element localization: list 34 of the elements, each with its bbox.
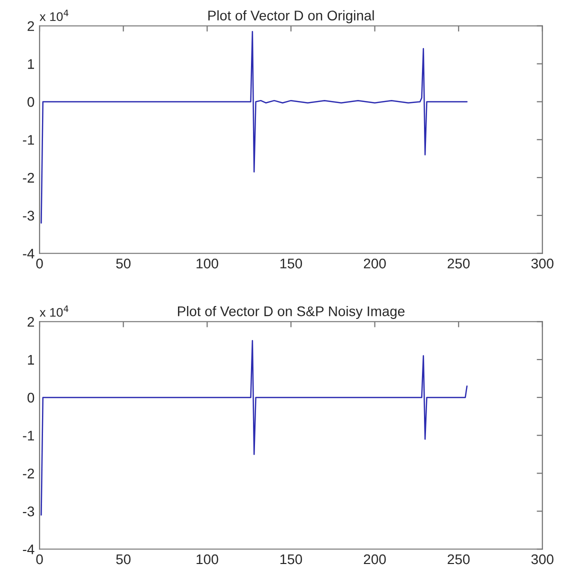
y-tick-label: -3: [22, 506, 34, 516]
x-tick-label: 300: [531, 258, 554, 268]
x-tick-label: 150: [280, 258, 302, 268]
y-tick-label: 0: [28, 392, 34, 403]
y-tick-label: -1: [22, 135, 34, 145]
x-tick-label: 100: [196, 554, 218, 564]
text: x 10$^{4}$: [40, 10, 68, 22]
x-tick-label: 0: [36, 554, 43, 564]
y-tick-label: 1: [28, 355, 34, 365]
x-tick-label: 200: [364, 554, 386, 564]
chart-title: Plot of Vector D on S&P Noisy Image: [178, 306, 404, 319]
y-tick-label: 0: [28, 97, 34, 107]
x-tick-label: 150: [280, 554, 302, 564]
y-tick-label: -4: [22, 248, 34, 258]
x-tick-label: 100: [196, 258, 218, 268]
y-tick-label: -2: [22, 468, 34, 478]
line-series: [40, 340, 468, 516]
y-tick-label: -3: [22, 210, 34, 221]
x-tick-label: 200: [364, 258, 386, 268]
y-tick-label: -1: [22, 430, 34, 440]
x-tick-label: 50: [116, 258, 131, 268]
x-tick-label: 300: [531, 554, 554, 564]
line-series: [40, 30, 468, 224]
x-tick-label: 250: [448, 258, 470, 268]
x-tick-label: 0: [36, 258, 43, 268]
y-tick-label: -4: [22, 544, 34, 554]
chart-title: Plot of Vector D on Original: [208, 10, 374, 24]
y-tick-label: -2: [22, 172, 34, 183]
y-tick-label: 2: [28, 316, 34, 327]
text: x 10$^{4}$: [40, 306, 68, 317]
y-tick-label: 1: [28, 59, 34, 69]
y-tick-label: 2: [28, 21, 34, 31]
x-tick-label: 250: [448, 554, 470, 564]
x-tick-label: 50: [116, 554, 131, 564]
